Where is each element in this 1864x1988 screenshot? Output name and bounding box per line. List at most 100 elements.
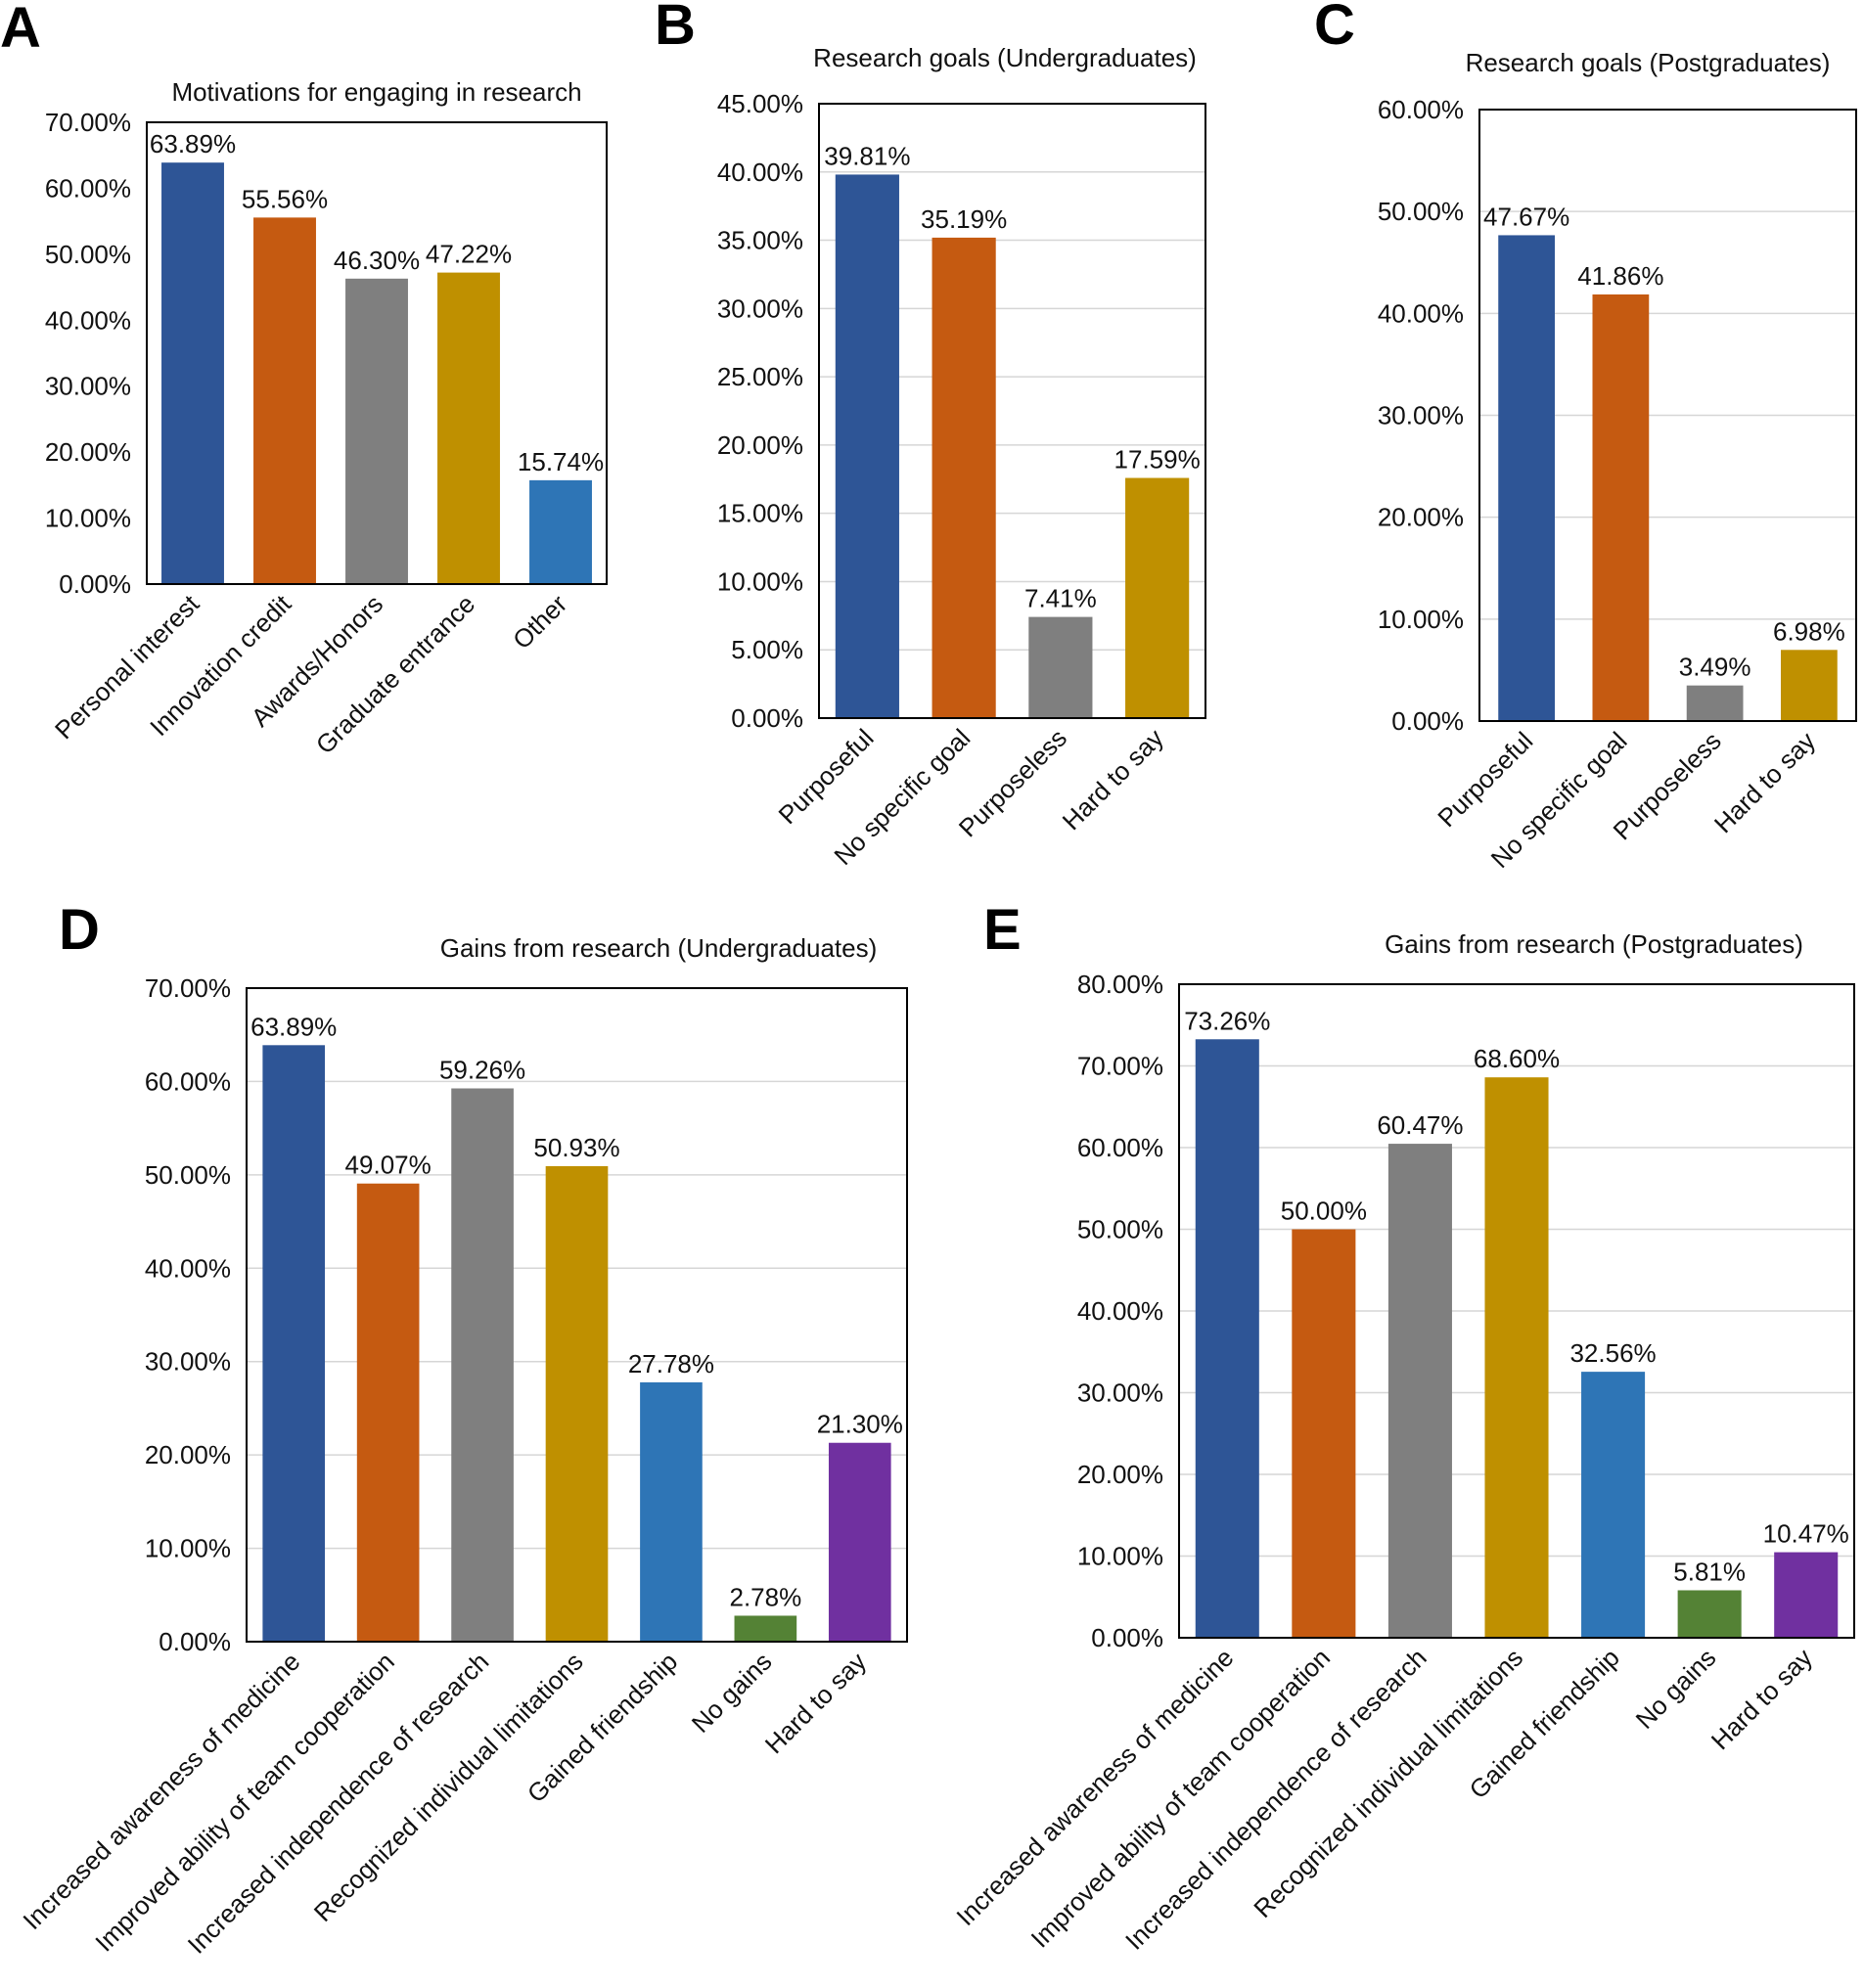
y-tick-label: 30.00% [1378,401,1464,430]
bar [529,479,592,584]
data-label: 15.74% [518,447,604,476]
y-tick-label: 60.00% [1378,95,1464,124]
y-tick-label: 20.00% [145,1440,231,1469]
category-label: Other [507,589,572,655]
panel-letter: D [59,898,100,962]
data-label: 63.89% [250,1012,337,1041]
data-label: 21.30% [817,1410,903,1439]
category-label: Hard to say [1705,1643,1818,1755]
plot-frame [1478,109,1857,722]
category-label: Hard to say [1057,723,1169,836]
y-tick-label: 20.00% [1378,503,1464,532]
y-tick-label: 0.00% [1391,706,1464,736]
y-tick-label: 60.00% [45,173,131,203]
bar [734,1615,797,1642]
y-tick-label: 30.00% [145,1347,231,1377]
y-tick-label: 25.00% [717,362,803,391]
chart-panel-b: B Research goals (Undergraduates) 0.00% 5.0… [655,0,1206,871]
bar [1387,1144,1452,1638]
y-tick-label: 50.00% [45,240,131,269]
bar [1195,1039,1259,1638]
data-label: 49.07% [345,1151,432,1180]
data-label: 39.81% [824,141,910,170]
data-label: 41.86% [1577,261,1663,291]
data-label: 17.59% [1114,445,1201,474]
data-label: 2.78% [729,1582,801,1611]
bar [835,174,899,719]
y-tick-label: 10.00% [1378,605,1464,634]
y-tick-label: 0.00% [1091,1623,1163,1652]
bar [262,1045,326,1642]
y-tick-label: 40.00% [145,1253,231,1283]
data-label: 46.30% [334,246,420,275]
chart-panel-e: E Gains from research (Postgraduates) 0.00… [950,898,1855,1956]
y-tick-label: 0.00% [159,1627,231,1656]
y-tick-label: 20.00% [45,437,131,467]
y-tick-label: 40.00% [1077,1296,1163,1326]
bar [1498,235,1555,721]
bar [545,1165,609,1642]
y-tick-label: 0.00% [59,569,131,599]
data-label: 6.98% [1773,616,1845,646]
data-label: 3.49% [1679,653,1751,682]
data-label: 10.47% [1763,1519,1849,1549]
y-tick-label: 30.00% [1077,1378,1163,1408]
chart-title: Motivations for engaging in research [171,77,581,107]
y-tick-label: 10.00% [1077,1542,1163,1571]
bar [1292,1229,1356,1638]
bar [640,1381,703,1642]
y-tick-label: 20.00% [1077,1460,1163,1489]
y-tick-label: 45.00% [717,89,803,118]
bar [1592,294,1650,721]
y-tick-label: 20.00% [717,430,803,460]
y-tick-label: 70.00% [145,973,231,1003]
bar [1125,477,1190,718]
data-label: 47.67% [1483,202,1569,231]
data-label: 59.26% [439,1055,525,1084]
plot-frame [818,103,1206,719]
bar [1028,616,1093,718]
bar [1774,1552,1839,1638]
panel-letter: B [655,0,696,57]
bar [1677,1590,1742,1638]
panel-letter: C [1314,0,1355,57]
data-label: 50.00% [1281,1197,1367,1226]
chart-panel-d: D Gains from research (Undergraduates) 0.0… [17,898,908,1960]
plot-frame [246,987,908,1643]
y-tick-label: 30.00% [717,294,803,323]
y-tick-label: 50.00% [1378,197,1464,226]
bar [1781,650,1838,721]
bar [1581,1372,1646,1638]
data-label: 47.22% [426,240,512,269]
y-tick-label: 40.00% [1378,298,1464,328]
category-label: Hard to say [759,1647,872,1759]
chart-title: Research goals (Undergraduates) [813,43,1197,72]
chart-panel-c: C Research goals (Postgraduates) 0.00% 10.0… [1314,0,1857,874]
data-label: 63.89% [150,129,236,158]
chart-title: Gains from research (Undergraduates) [440,933,878,963]
y-tick-label: 35.00% [717,226,803,255]
y-tick-label: 40.00% [45,305,131,335]
data-label: 60.47% [1377,1110,1463,1140]
y-tick-label: 80.00% [1077,970,1163,999]
bar [1686,685,1744,721]
bar [1484,1077,1549,1638]
category-label: Graduate entrance [310,589,481,760]
data-label: 7.41% [1024,584,1097,613]
y-tick-label: 50.00% [145,1160,231,1190]
bar [437,272,500,584]
bar [932,237,996,719]
y-tick-label: 70.00% [45,108,131,137]
data-label: 27.78% [628,1349,714,1378]
y-tick-label: 5.00% [731,635,803,664]
bar [828,1442,891,1642]
data-label: 5.81% [1673,1557,1746,1586]
data-label: 32.56% [1569,1338,1656,1368]
y-tick-label: 60.00% [145,1066,231,1096]
y-tick-label: 60.00% [1077,1133,1163,1162]
chart-panel-a: A Motivations for engaging in research 0.0… [0,0,608,760]
data-label: 35.19% [921,204,1007,234]
bar [345,278,408,584]
data-label: 50.93% [533,1133,619,1162]
